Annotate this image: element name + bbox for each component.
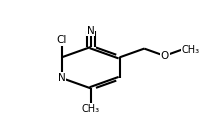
Text: N: N: [58, 73, 65, 83]
Text: Cl: Cl: [56, 35, 67, 45]
Text: N: N: [87, 25, 94, 36]
Text: O: O: [160, 51, 169, 61]
Text: CH₃: CH₃: [82, 104, 100, 114]
Text: CH₃: CH₃: [182, 45, 200, 55]
